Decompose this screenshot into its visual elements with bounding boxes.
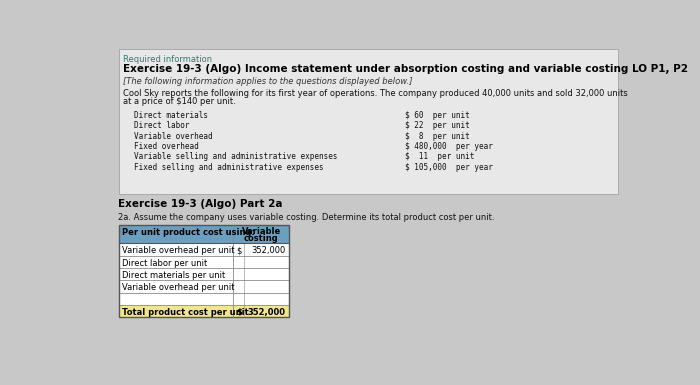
Text: Direct materials per unit: Direct materials per unit [122,271,225,280]
Text: $  8  per unit: $ 8 per unit [405,132,470,141]
Text: $: $ [237,308,242,317]
FancyBboxPatch shape [118,305,289,317]
Text: Fixed overhead: Fixed overhead [134,142,199,151]
Text: Exercise 19-3 (Algo) Part 2a: Exercise 19-3 (Algo) Part 2a [118,199,283,209]
Text: Exercise 19-3 (Algo) Income statement under absorption costing and variable cost: Exercise 19-3 (Algo) Income statement un… [123,64,688,74]
FancyBboxPatch shape [118,293,289,305]
FancyBboxPatch shape [118,280,289,293]
FancyBboxPatch shape [118,225,289,243]
Text: [The following information applies to the questions displayed below.]: [The following information applies to th… [123,77,412,86]
FancyBboxPatch shape [118,256,289,268]
Text: Total product cost per unit: Total product cost per unit [122,308,248,317]
Text: Variable overhead: Variable overhead [134,132,213,141]
Text: Variable overhead per unit: Variable overhead per unit [122,246,234,255]
Text: Fixed selling and administrative expenses: Fixed selling and administrative expense… [134,163,323,172]
FancyBboxPatch shape [118,49,618,194]
Text: Direct labor per unit: Direct labor per unit [122,259,207,268]
Text: $: $ [237,246,242,255]
Text: Direct materials: Direct materials [134,111,208,120]
Text: 2a. Assume the company uses variable costing. Determine its total product cost p: 2a. Assume the company uses variable cos… [118,213,495,221]
Text: $  11  per unit: $ 11 per unit [405,152,475,161]
Text: Direct labor: Direct labor [134,121,190,130]
Text: Variable selling and administrative expenses: Variable selling and administrative expe… [134,152,337,161]
Text: Cool Sky reports the following for its first year of operations. The company pro: Cool Sky reports the following for its f… [123,89,628,98]
Text: $ 480,000  per year: $ 480,000 per year [405,142,493,151]
Text: at a price of $140 per unit.: at a price of $140 per unit. [123,97,236,106]
FancyBboxPatch shape [118,243,289,256]
Text: $ 22  per unit: $ 22 per unit [405,121,470,130]
Text: 352,000: 352,000 [252,246,286,255]
Text: costing: costing [244,234,279,243]
Text: Required information: Required information [123,55,212,64]
Text: Variable: Variable [241,227,281,236]
FancyBboxPatch shape [118,268,289,280]
Text: 352,000: 352,000 [248,308,286,317]
Text: Variable overhead per unit: Variable overhead per unit [122,283,234,292]
Text: $ 60  per unit: $ 60 per unit [405,111,470,120]
Text: $ 105,000  per year: $ 105,000 per year [405,163,493,172]
Text: Per unit product cost using:: Per unit product cost using: [122,228,255,237]
